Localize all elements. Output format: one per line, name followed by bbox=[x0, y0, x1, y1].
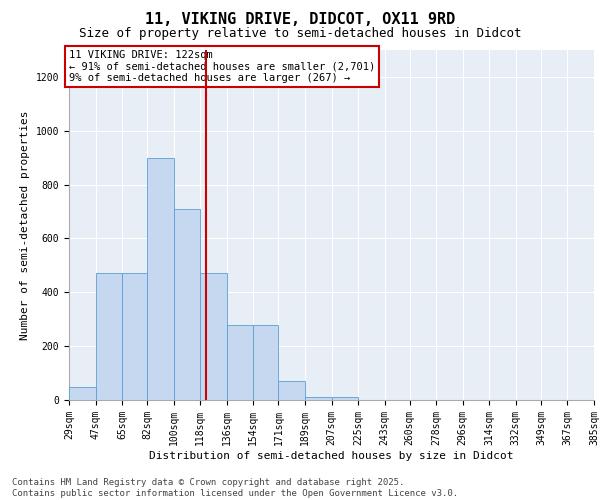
Text: 11 VIKING DRIVE: 122sqm
← 91% of semi-detached houses are smaller (2,701)
9% of : 11 VIKING DRIVE: 122sqm ← 91% of semi-de… bbox=[69, 50, 375, 83]
Bar bbox=[95, 274, 122, 400]
Bar bbox=[305, 398, 331, 400]
Bar bbox=[122, 274, 147, 400]
Bar bbox=[147, 158, 174, 400]
Text: Contains HM Land Registry data © Crown copyright and database right 2025.
Contai: Contains HM Land Registry data © Crown c… bbox=[12, 478, 458, 498]
Bar bbox=[278, 381, 305, 400]
Bar bbox=[200, 274, 227, 400]
Y-axis label: Number of semi-detached properties: Number of semi-detached properties bbox=[20, 110, 30, 340]
Text: Size of property relative to semi-detached houses in Didcot: Size of property relative to semi-detach… bbox=[79, 28, 521, 40]
Bar bbox=[331, 398, 358, 400]
Bar bbox=[69, 386, 95, 400]
Bar bbox=[227, 324, 253, 400]
Text: 11, VIKING DRIVE, DIDCOT, OX11 9RD: 11, VIKING DRIVE, DIDCOT, OX11 9RD bbox=[145, 12, 455, 28]
Bar bbox=[253, 324, 278, 400]
Bar bbox=[174, 209, 200, 400]
X-axis label: Distribution of semi-detached houses by size in Didcot: Distribution of semi-detached houses by … bbox=[149, 450, 514, 460]
